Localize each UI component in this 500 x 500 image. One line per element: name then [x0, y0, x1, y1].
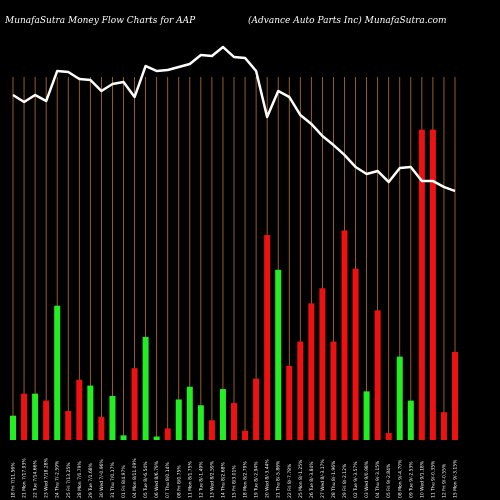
x-tick-label: 11 Thu 9/-0.35%: [430, 460, 436, 498]
x-tick-label: 03 Wed 9/0.98%: [364, 460, 370, 498]
x-tick-label: 20 Wed 8/-3.44%: [265, 459, 271, 498]
inflow-bar: [10, 415, 16, 440]
inflow-bar: [153, 436, 160, 440]
x-tick-label: 21 Thu 8/-5.86%: [276, 460, 282, 498]
outflow-bar: [76, 379, 83, 440]
outflow-bar: [231, 402, 237, 440]
x-tick-label: 18 Mon 8/2.79%: [243, 461, 249, 498]
outflow-bar: [352, 268, 359, 440]
x-tick-label: 21 Mon 7/17.93%: [22, 458, 28, 498]
x-tick-label: 14 Thu 8/2.68%: [220, 462, 226, 498]
x-tick-label: 09 Tue 9/-2.53%: [408, 461, 414, 498]
inflow-bar: [275, 269, 282, 440]
inflow-bar: [186, 386, 193, 440]
x-tick-label: 25 Mon 8/-1.25%: [298, 459, 304, 498]
inflow-bar: [54, 305, 61, 440]
outflow-bar: [418, 129, 425, 440]
outflow-bar: [341, 230, 348, 440]
inflow-bar: [407, 400, 414, 440]
x-tick-label: 30 Wed 7/-0.96%: [99, 459, 105, 498]
outflow-bar: [429, 129, 436, 440]
x-tick-label: 08 Mon 9/-4.70%: [397, 459, 403, 498]
inflow-bar: [142, 336, 149, 440]
x-tick-label: 12 Tue 8/-1.49%: [198, 461, 204, 498]
x-tick-label: 12 Fri 9/-0.55%: [441, 463, 447, 498]
x-tick-label: 06 Wed 8/6.79%: [154, 460, 160, 498]
outflow-bar: [308, 303, 315, 440]
inflow-bar: [219, 389, 226, 440]
outflow-bar: [164, 428, 171, 440]
x-tick-label: 28 Thu 8/-1.96%: [331, 460, 337, 498]
x-tick-label: 29 Tue 7/1.68%: [88, 462, 94, 498]
inflow-bar: [32, 393, 39, 440]
price-line: [12, 45, 456, 193]
x-tick-label: 19 Tue 8/-2.94%: [254, 461, 260, 498]
inflow-bar: [87, 385, 94, 440]
x-tick-label: 01 Fri 8/4.97%: [121, 465, 127, 498]
outflow-bar: [253, 378, 260, 440]
outflow-bar: [131, 368, 138, 440]
outflow-bar: [297, 341, 304, 440]
x-tick-label: 15 Fri 8/3.01%: [232, 465, 238, 498]
x-tick-label: 15 Mon 9/-3.15%: [453, 459, 459, 498]
x-tick-label: 04 Thu 9/-3.15%: [375, 460, 381, 498]
chart-title-right: (Advance Auto Parts Inc) MunafaSutra.com: [248, 15, 447, 26]
outflow-bar: [208, 420, 215, 440]
x-tick-label: 05 Fri 9/-2.84%: [386, 463, 392, 498]
outflow-bar: [98, 416, 105, 440]
x-tick-label: 26 Tue 8/-3.84%: [309, 461, 315, 498]
x-tick-label: 08 Fri 8/0.75%: [176, 465, 182, 498]
outflow-bar: [319, 288, 326, 440]
x-tick-label: 10 Wed 9/1.18%: [419, 460, 425, 498]
inflow-bar: [120, 435, 127, 440]
money-flow-bars: [10, 129, 458, 440]
x-tick-label: 11 Mon 8/1.75%: [187, 461, 193, 498]
outflow-bar: [286, 365, 293, 440]
x-tick-label: 04 Mon 8/11.09%: [132, 458, 138, 498]
inflow-bar: [396, 356, 403, 440]
x-tick-label: 05 Tue 8/-6.54%: [143, 461, 149, 498]
x-tick-label: 27 Wed 8/-3.17%: [320, 459, 326, 498]
outflow-bar: [330, 341, 337, 440]
outflow-bar: [242, 430, 249, 440]
inflow-bar: [109, 396, 116, 440]
x-tick-label: 31 Thu 7/0.17%: [110, 462, 116, 498]
outflow-bar: [21, 393, 28, 440]
x-tick-label: 23 Wed 7/18.28%: [44, 457, 50, 498]
outflow-bar: [65, 411, 72, 440]
outflow-bar: [43, 400, 50, 440]
x-tick-label: 22 Tue 7/14.66%: [33, 459, 39, 498]
x-tick-label: 25 Fri 7/13.25%: [66, 462, 72, 498]
x-tick-label: 28 Mon 7/0.79%: [77, 461, 83, 498]
x-axis-tick-labels: 18 Fri 7/11.56% 21 Mon 7/17.93% 22 Tue 7/1…: [11, 457, 459, 498]
inflow-bar: [197, 405, 204, 440]
inflow-bar: [175, 399, 182, 440]
outflow-bar: [264, 235, 271, 440]
inflow-bar: [363, 391, 370, 440]
outflow-bar: [440, 412, 447, 440]
x-tick-label: 29 Fri 8/-2.12%: [342, 463, 348, 498]
outflow-bar: [374, 310, 381, 440]
x-tick-label: 13 Wed 8/2.59%: [209, 460, 215, 498]
x-tick-label: 24 Thu 7/-2.59%: [55, 460, 61, 498]
x-tick-label: 22 Fri 8/-7.78%: [287, 463, 293, 498]
x-tick-label: 18 Fri 7/11.56%: [11, 462, 17, 498]
outflow-bar: [452, 352, 458, 440]
chart-title-left: MunafaSutra Money Flow Charts for AAP: [4, 16, 196, 26]
x-tick-label: 07 Thu 8/0.14%: [165, 462, 171, 498]
outflow-bar: [385, 433, 392, 440]
x-tick-label: 02 Tue 9/-3.57%: [353, 461, 359, 498]
